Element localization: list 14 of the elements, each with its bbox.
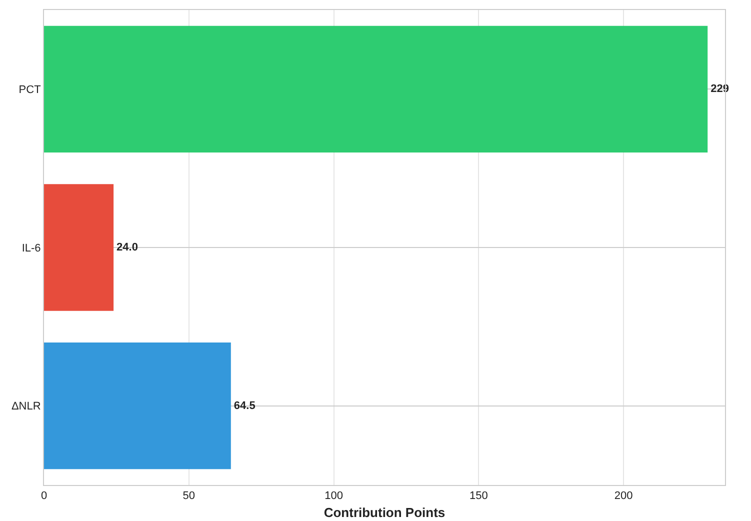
y-tick-label: PCT: [18, 84, 42, 96]
x-axis-title: Contribution Points: [324, 504, 446, 520]
x-tick-label: 0: [40, 490, 48, 502]
bar: [44, 26, 708, 152]
x-tick-label: 100: [324, 490, 343, 502]
x-tick-label: 200: [614, 490, 633, 502]
bar: [44, 184, 114, 311]
data-label: 24.0: [116, 242, 138, 254]
x-tick-label: 150: [470, 490, 488, 502]
y-tick-label: IL-6: [22, 242, 41, 254]
y-tick-label: ΔNLR: [11, 400, 41, 413]
bar: [44, 342, 231, 470]
x-tick-label: 50: [182, 490, 196, 502]
data-label: 64.5: [234, 400, 256, 412]
